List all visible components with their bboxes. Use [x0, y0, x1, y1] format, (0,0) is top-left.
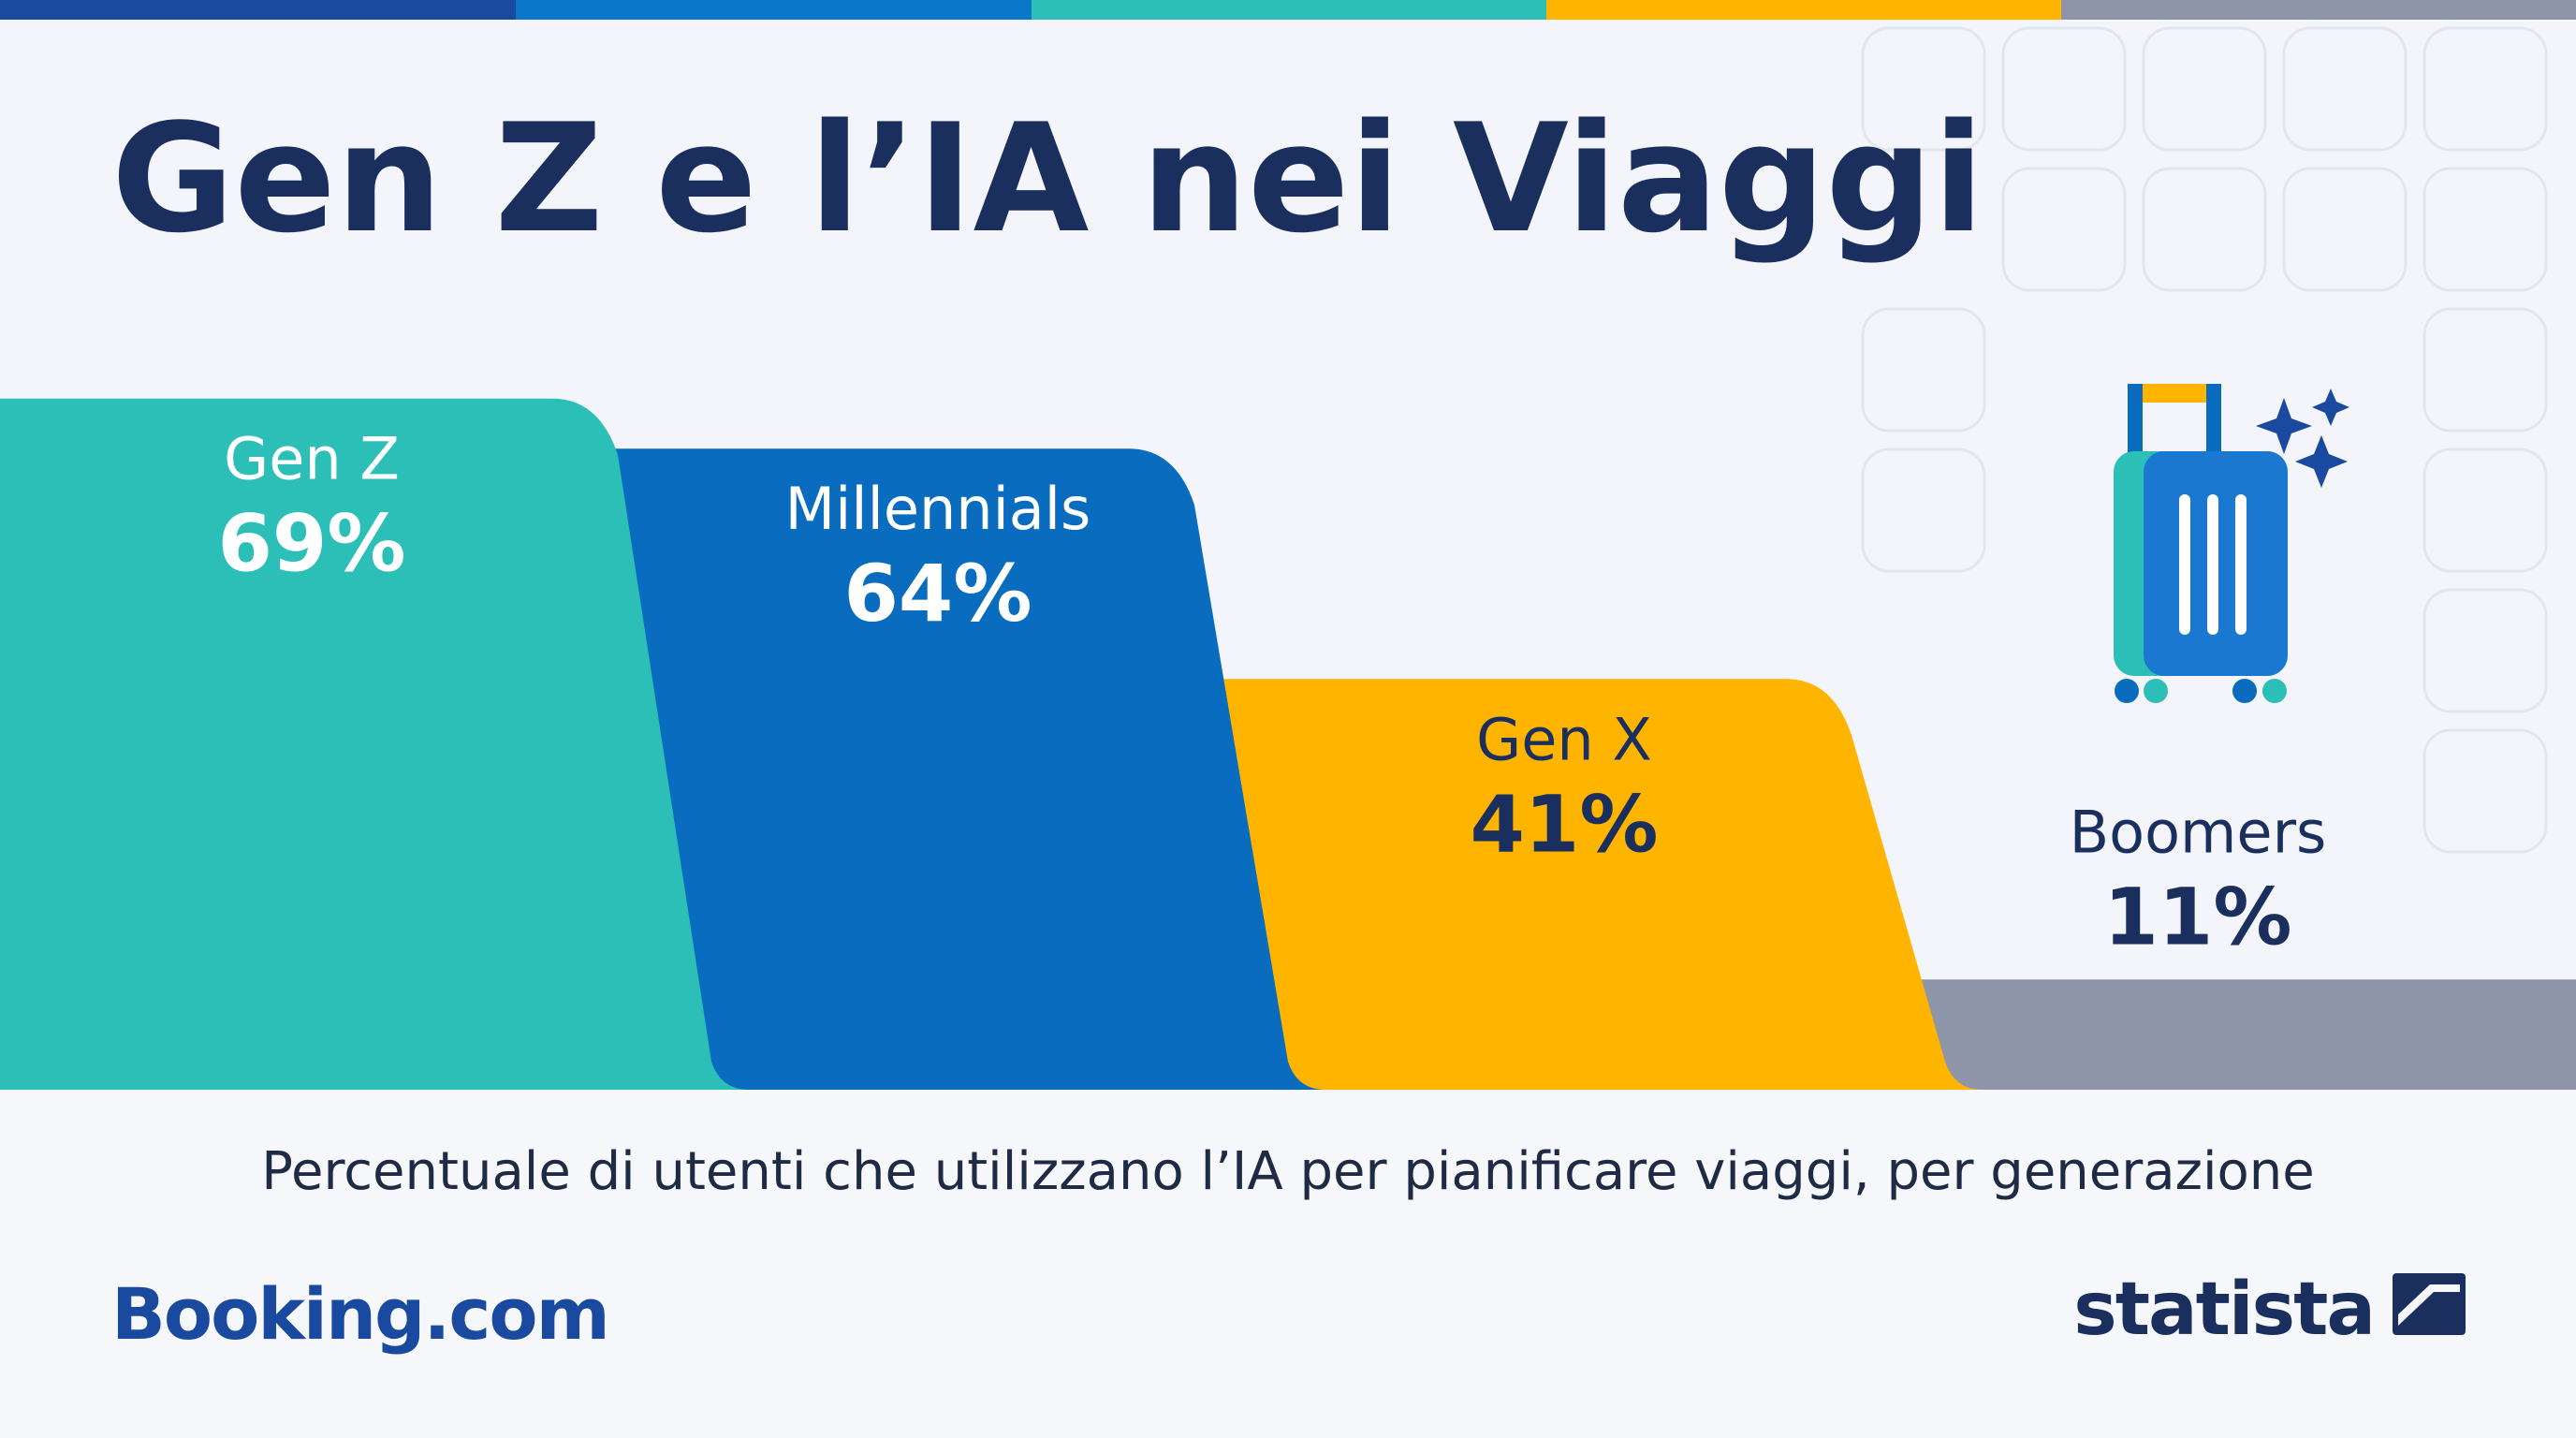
- value-label: 69%: [217, 498, 405, 590]
- top-stripe: [0, 0, 2576, 20]
- background-tiles: [1861, 26, 2548, 854]
- chart-title: Gen Z e l’IA nei Viaggi: [111, 91, 1984, 266]
- statista-mark: [2393, 1273, 2466, 1335]
- category-label: Millennials: [785, 475, 1091, 543]
- bar: [0, 398, 749, 1090]
- value-label: 11%: [2103, 871, 2291, 962]
- bar: [543, 448, 1325, 1090]
- footer-background: [0, 1090, 2576, 1438]
- stripe: [516, 0, 1032, 20]
- stripe: [2061, 0, 2576, 20]
- caption: Percentuale di utenti che utilizzano l’I…: [261, 1141, 2315, 1202]
- bar: [1120, 679, 1983, 1090]
- bar: [1777, 979, 2576, 1090]
- category-label: Boomers: [2070, 798, 2327, 866]
- value-label: 41%: [1470, 778, 1658, 870]
- stripe: [0, 0, 516, 20]
- suitcase-icon: [2114, 384, 2349, 703]
- stripe: [1032, 0, 1546, 20]
- stripe: [1546, 0, 2061, 20]
- bars: [0, 398, 2576, 1090]
- category-label: Gen X: [1476, 705, 1652, 773]
- value-label: 64%: [843, 548, 1032, 639]
- brand-logo: Booking.com: [111, 1272, 608, 1356]
- category-label: Gen Z: [224, 425, 400, 493]
- brand-logo: statista: [2073, 1268, 2374, 1352]
